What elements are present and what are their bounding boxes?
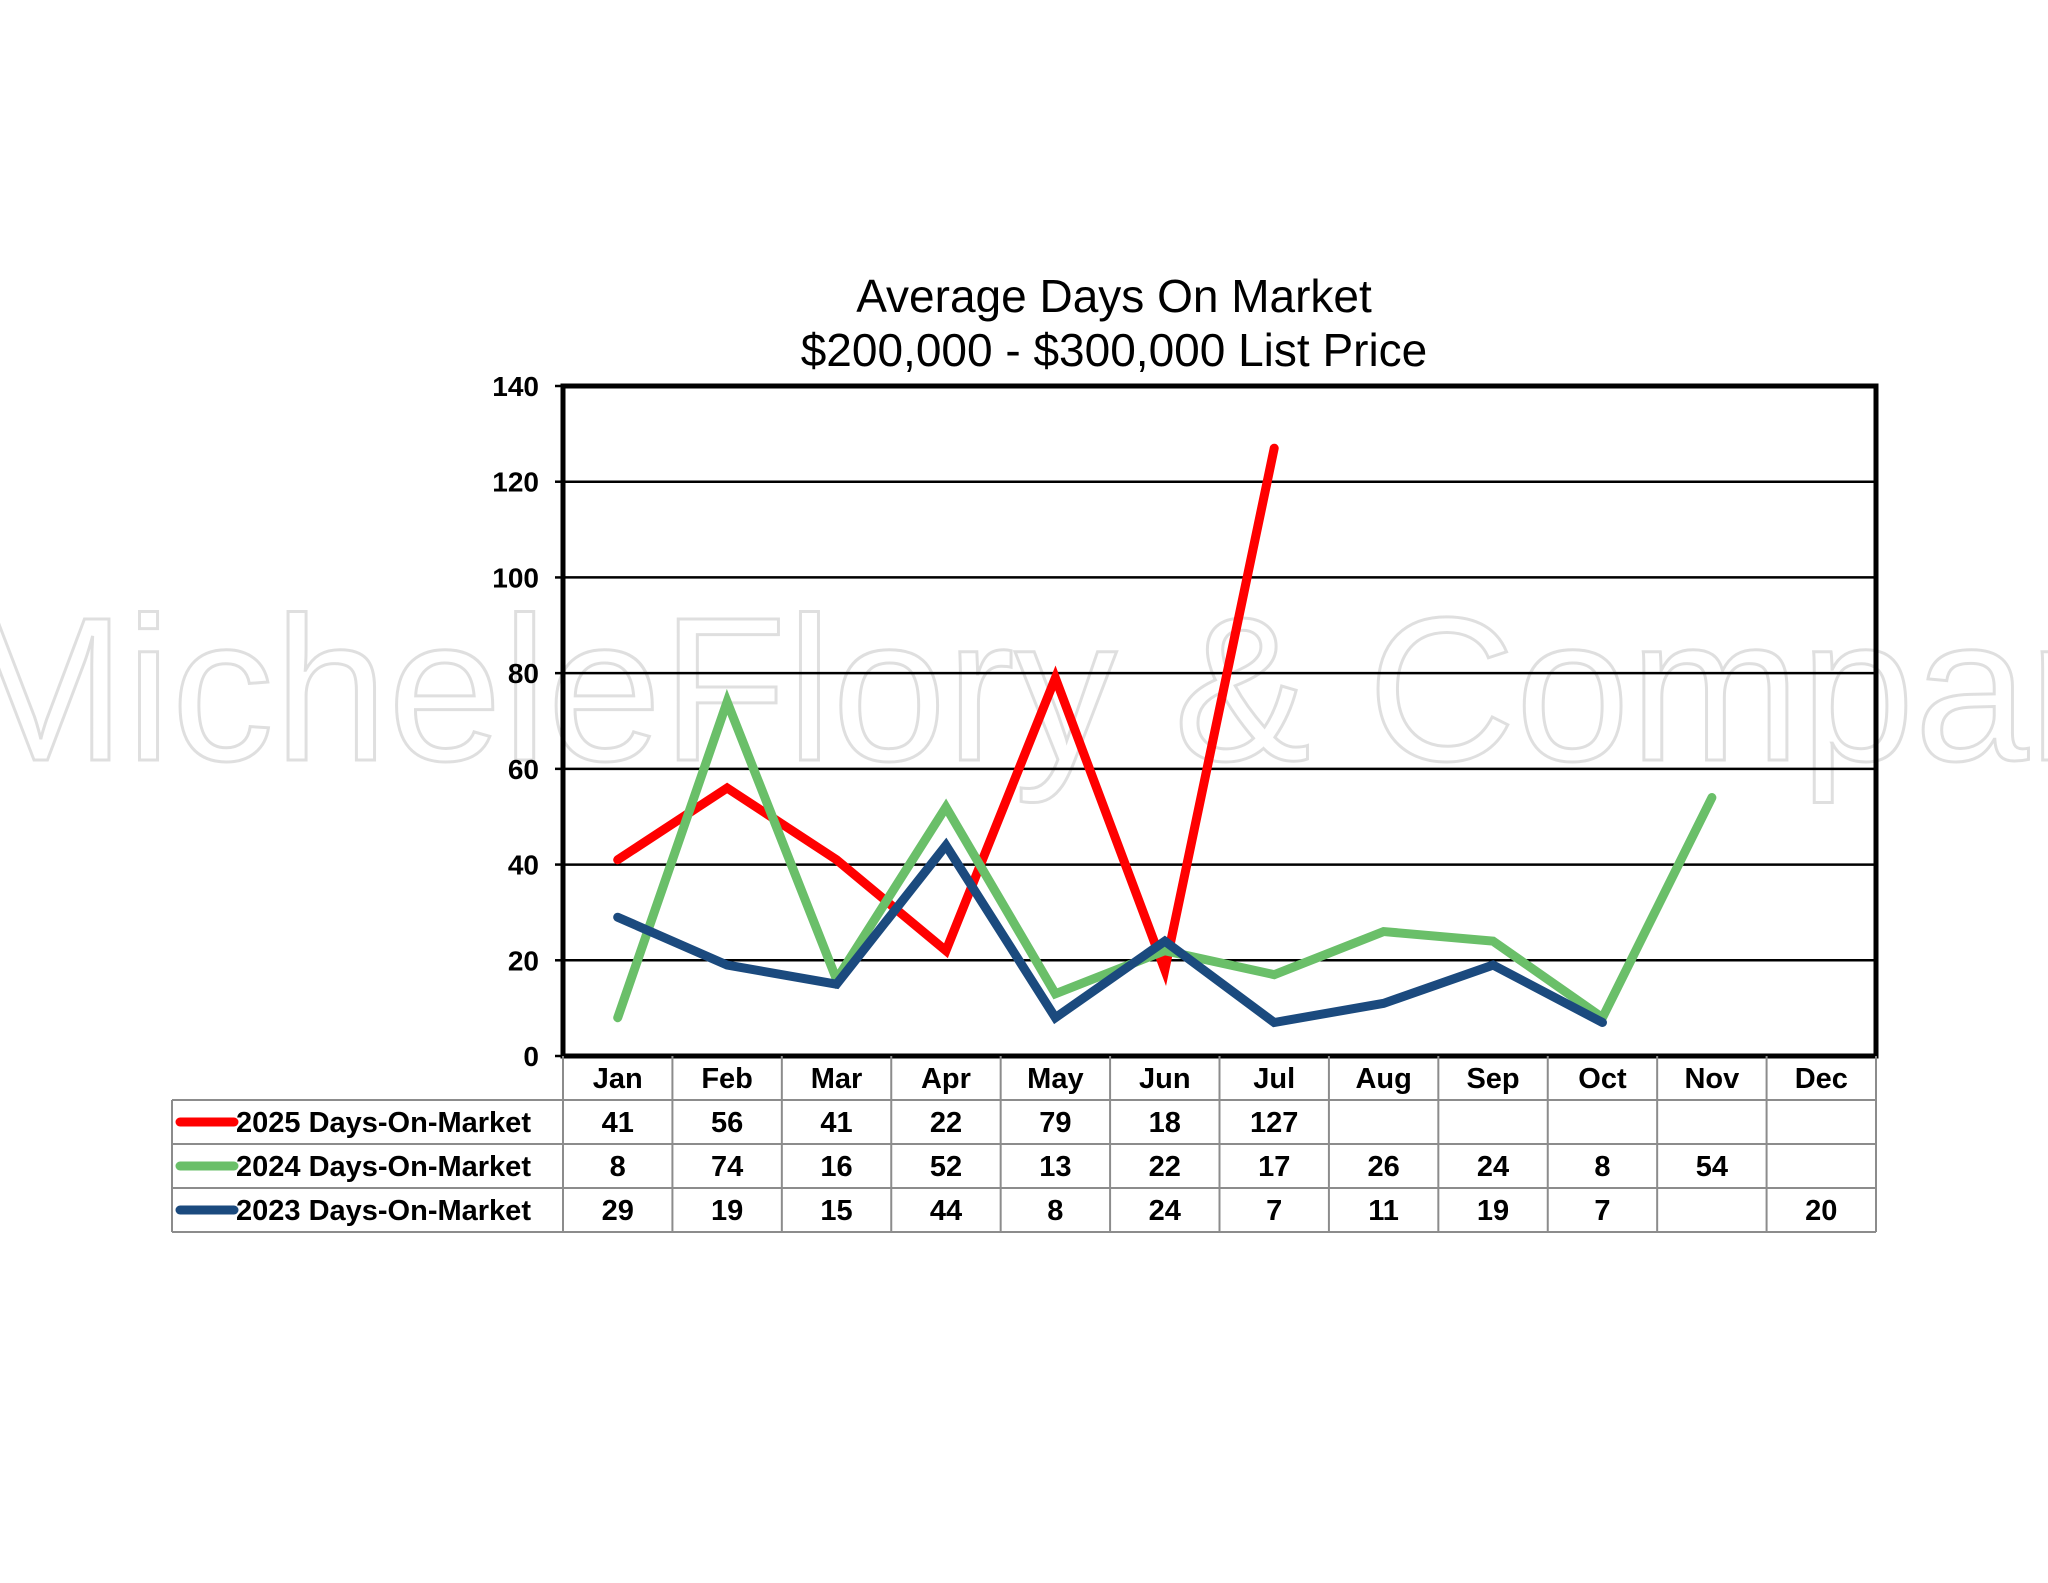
data-table-value: 22 bbox=[930, 1107, 962, 1139]
series-line-2023 bbox=[613, 837, 1607, 1028]
x-category-label: Nov bbox=[1684, 1063, 1739, 1095]
series-line-2024 bbox=[613, 688, 1717, 1025]
data-table-value: 11 bbox=[1368, 1195, 1399, 1227]
y-tick-label: 100 bbox=[492, 562, 539, 593]
data-table-value: 22 bbox=[1149, 1151, 1181, 1183]
data-table-value: 41 bbox=[820, 1107, 852, 1139]
x-category-label: Apr bbox=[921, 1063, 971, 1095]
y-axis-tick-labels: 0 20 40 60 80 100 120 140 bbox=[492, 371, 539, 1072]
chart-title: Average Days On Market bbox=[856, 270, 1372, 322]
y-tick-label: 80 bbox=[508, 658, 539, 689]
y-tick-label: 40 bbox=[508, 850, 539, 881]
data-table-value: 8 bbox=[610, 1151, 626, 1183]
data-table-value: 8 bbox=[1594, 1151, 1610, 1183]
x-category-label: Oct bbox=[1578, 1063, 1627, 1095]
data-table-value: 24 bbox=[1149, 1195, 1181, 1227]
series-lines bbox=[613, 443, 1717, 1028]
data-table-value: 7 bbox=[1594, 1195, 1610, 1227]
data-table-value: 19 bbox=[711, 1195, 743, 1227]
x-category-label: Feb bbox=[701, 1063, 753, 1095]
data-table-value: 41 bbox=[602, 1107, 634, 1139]
data-table-value: 26 bbox=[1367, 1151, 1399, 1183]
x-category-label: Jul bbox=[1253, 1063, 1295, 1095]
y-tick-label: 120 bbox=[492, 467, 539, 498]
data-table-value: 19 bbox=[1477, 1195, 1509, 1227]
data-table-value: 56 bbox=[711, 1107, 743, 1139]
data-table-value: 20 bbox=[1805, 1195, 1837, 1227]
data-table-value: 13 bbox=[1039, 1151, 1071, 1183]
data-table-value: 8 bbox=[1047, 1195, 1063, 1227]
data-table-value: 17 bbox=[1258, 1151, 1290, 1183]
data-table-value: 18 bbox=[1149, 1107, 1181, 1139]
x-category-label: Mar bbox=[811, 1063, 863, 1095]
x-category-label: Dec bbox=[1795, 1063, 1848, 1095]
data-table-value: 127 bbox=[1250, 1107, 1298, 1139]
data-table-value: 15 bbox=[820, 1195, 852, 1227]
series-line-2025 bbox=[613, 443, 1279, 986]
data-table: Jan Feb Mar Apr May Jun Jul Aug Sep Oct Nov Dec 2025… bbox=[171, 1056, 1877, 1233]
data-table-value: 79 bbox=[1039, 1107, 1071, 1139]
data-table-value: 74 bbox=[711, 1151, 743, 1183]
data-table-value: 16 bbox=[820, 1151, 852, 1183]
x-category-label: Jan bbox=[593, 1063, 643, 1095]
x-category-label: May bbox=[1027, 1063, 1083, 1095]
y-tick-label: 140 bbox=[492, 371, 539, 402]
data-table-value: 54 bbox=[1696, 1151, 1728, 1183]
legend-series-name: 2025 Days-On-Market bbox=[236, 1107, 531, 1139]
data-table-value: 44 bbox=[930, 1195, 962, 1227]
data-table-value: 29 bbox=[602, 1195, 634, 1227]
legend-series-name: 2023 Days-On-Market bbox=[236, 1195, 531, 1227]
x-category-label: Jun bbox=[1139, 1063, 1191, 1095]
data-table-value: 24 bbox=[1477, 1151, 1509, 1183]
y-tick-label: 0 bbox=[523, 1041, 539, 1072]
data-table-value: 7 bbox=[1266, 1195, 1282, 1227]
legend-series-name: 2024 Days-On-Market bbox=[236, 1151, 531, 1183]
x-category-label: Sep bbox=[1466, 1063, 1519, 1095]
x-category-label: Aug bbox=[1355, 1063, 1411, 1095]
chart-subtitle: $200,000 - $300,000 List Price bbox=[801, 324, 1428, 376]
data-table-value: 52 bbox=[930, 1151, 962, 1183]
y-tick-label: 60 bbox=[508, 754, 539, 785]
y-tick-label: 20 bbox=[508, 945, 539, 976]
